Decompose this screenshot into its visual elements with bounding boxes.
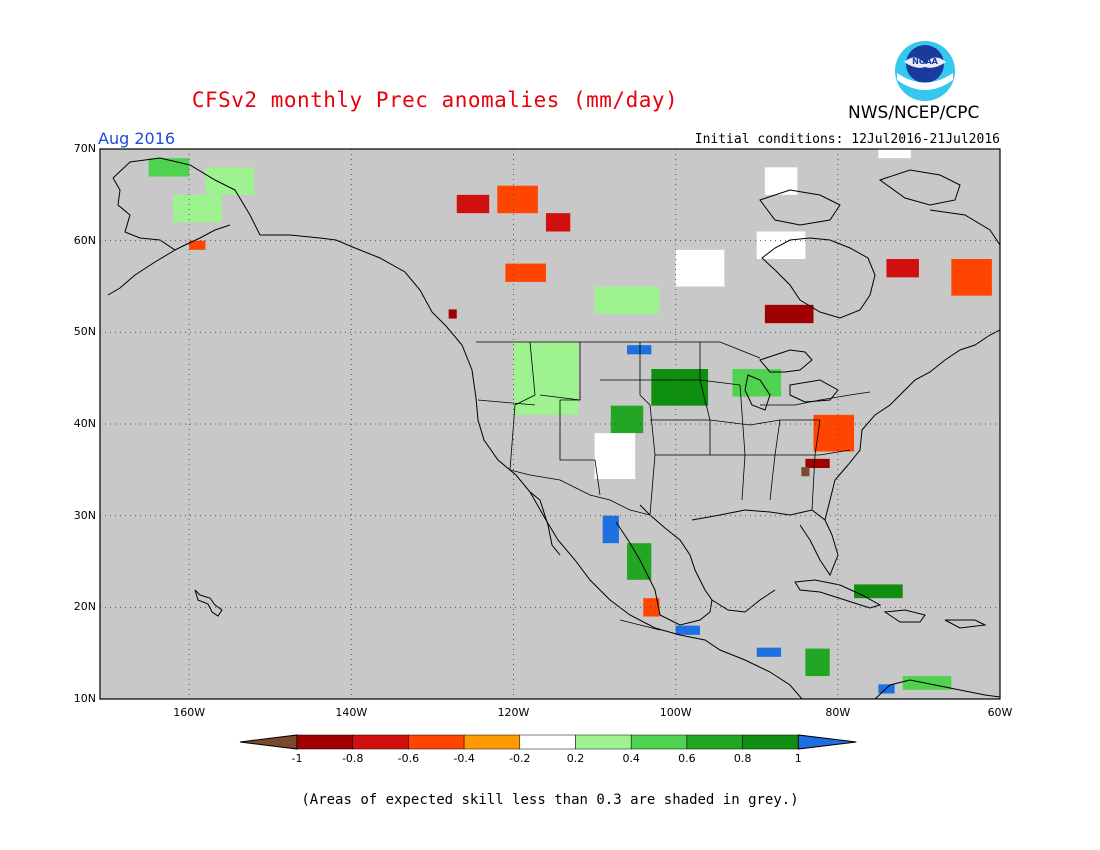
- anomaly-cell: [854, 584, 903, 599]
- anomaly-cell: [545, 213, 571, 232]
- colorbar-swatch: [463, 734, 521, 750]
- anomaly-cell: [643, 598, 660, 617]
- longitude-label: 80W: [825, 706, 851, 719]
- anomaly-cell: [675, 625, 700, 635]
- latitude-label: 10N: [73, 692, 96, 705]
- anomaly-cell: [513, 341, 579, 415]
- political-borders: [476, 341, 871, 631]
- noaa-logo: NOAA: [895, 41, 955, 101]
- colorbar-tick-label: 0.8: [733, 752, 752, 765]
- anomaly-cell: [505, 263, 546, 282]
- colorbar-arrow-right: [797, 734, 857, 750]
- anomaly-cell: [456, 194, 490, 214]
- latitude-label: 70N: [73, 142, 96, 155]
- anomaly-cell: [594, 286, 660, 314]
- longitude-label: 60W: [987, 706, 1013, 719]
- anomaly-cell: [764, 304, 814, 324]
- anomaly-cell: [756, 647, 782, 657]
- anomaly-cell: [951, 259, 992, 296]
- colorbar-swatch: [352, 734, 409, 750]
- colorbar-swatch: [630, 734, 688, 750]
- anomaly-cell: [651, 369, 709, 406]
- longitude-label: 140W: [335, 706, 368, 719]
- anomaly-cell: [448, 309, 457, 319]
- longitude-label: 100W: [659, 706, 692, 719]
- anomaly-cell: [675, 249, 725, 287]
- anomaly-cell: [189, 240, 206, 250]
- colorbar: [239, 734, 857, 750]
- latitude-label: 60N: [73, 233, 96, 247]
- lat-lon-gridlines: [100, 149, 1000, 699]
- anomaly-cell: [805, 458, 830, 468]
- latitude-label: 50N: [73, 325, 96, 339]
- colorbar-swatch: [686, 734, 743, 750]
- latitude-label: 30N: [73, 508, 96, 522]
- logo-text: NOAA: [912, 57, 938, 66]
- forecast-month: Aug 2016: [98, 129, 176, 148]
- chart-title: CFSv2 monthly Prec anomalies (mm/day): [191, 88, 679, 112]
- anomaly-cell: [205, 167, 255, 195]
- anomaly-cell: [497, 185, 538, 214]
- colorbar-swatch: [519, 734, 576, 750]
- colorbar-tick-label: 0.6: [678, 752, 696, 765]
- colorbar-tick-label: -0.2: [509, 752, 531, 765]
- longitude-label: 120W: [497, 706, 530, 719]
- agency-label: NWS/NCEP/CPC: [848, 103, 980, 123]
- precipitation-anomaly-map: [99, 148, 1001, 700]
- colorbar-arrow-left: [239, 734, 298, 750]
- colorbar-tick-label: -0.4: [453, 752, 475, 765]
- map-frame: [99, 148, 1001, 700]
- colorbar-tick-label: -0.8: [341, 752, 364, 765]
- longitude-label: 160W: [173, 706, 206, 719]
- anomaly-cell: [594, 433, 636, 479]
- anomaly-cell: [172, 194, 222, 223]
- colorbar-tick-label: -1: [291, 752, 303, 765]
- colorbar-tick-label: 1: [794, 752, 802, 765]
- anomaly-cell: [878, 149, 911, 159]
- colorbar-tick-label: -0.6: [397, 752, 420, 765]
- colorbar-tick-label: 0.2: [566, 752, 585, 765]
- anomaly-cell: [627, 345, 652, 355]
- colorbar-swatch: [408, 734, 465, 750]
- colorbar-swatch: [296, 734, 353, 750]
- latitude-label: 40N: [73, 417, 96, 430]
- coastlines: [107, 157, 1000, 699]
- colorbar-swatch: [575, 734, 632, 750]
- anomaly-cell: [886, 259, 919, 278]
- anomaly-cell: [610, 405, 644, 434]
- colorbar-swatch: [742, 734, 799, 750]
- anomaly-cell: [813, 414, 855, 452]
- initial-conditions: Initial conditions: 12Jul2016-21Jul2016: [694, 132, 1000, 147]
- latitude-label: 20N: [73, 600, 96, 614]
- anomaly-cell: [805, 648, 830, 677]
- colorbar-tick-label: 0.4: [622, 752, 640, 765]
- anomaly-cell: [602, 515, 619, 544]
- anomaly-cell: [801, 467, 810, 477]
- skill-note: (Areas of expected skill less than 0.3 a…: [301, 792, 799, 808]
